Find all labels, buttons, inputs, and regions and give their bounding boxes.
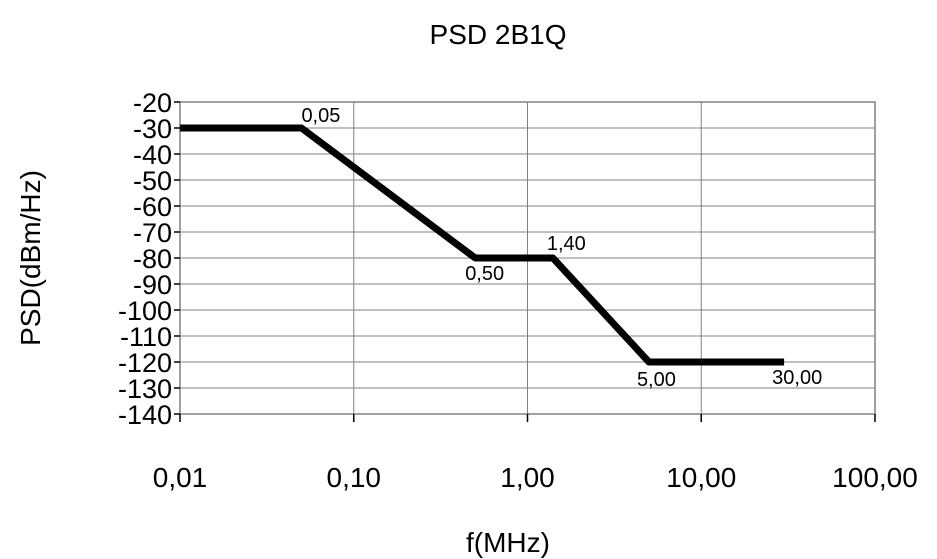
y-tick-label: -80: [133, 244, 172, 274]
x-axis-label: f(MHz): [466, 527, 550, 558]
y-tick-label: -20: [133, 88, 172, 118]
x-axis: 0,01 0,10 1,00 10,00 100,00: [153, 414, 918, 493]
y-tick-label: -90: [133, 270, 172, 300]
x-tick-label: 0,01: [153, 462, 208, 493]
x-tick-label: 100,00: [832, 462, 918, 493]
point-labels: 0,05 0,50 1,40 5,00 30,00: [301, 105, 822, 391]
series-line: [180, 124, 785, 366]
x-tick-label: 1,00: [500, 462, 555, 493]
y-tick-label: -130: [118, 374, 172, 404]
y-tick-label: -120: [118, 348, 172, 378]
y-tick-label: -50: [133, 166, 172, 196]
y-tick-label: -40: [133, 140, 172, 170]
y-tick-label: -100: [118, 296, 172, 326]
chart-title: PSD 2B1Q: [430, 19, 567, 50]
y-axis: -20-30-40-50-60-70-80-90-100-110-120-130…: [118, 88, 180, 430]
x-tick-label: 0,10: [327, 462, 382, 493]
grid: [180, 102, 875, 414]
point-label: 30,00: [772, 367, 822, 389]
y-tick-label: -70: [133, 218, 172, 248]
y-tick-label: -140: [118, 400, 172, 430]
y-tick-label: -30: [133, 114, 172, 144]
point-label: 1,40: [547, 233, 586, 255]
point-label: 0,05: [301, 105, 340, 127]
y-axis-label: PSD(dBm/Hz): [15, 170, 46, 346]
y-tick-label: -60: [133, 192, 172, 222]
point-label: 5,00: [637, 369, 676, 391]
point-label: 0,50: [465, 263, 504, 285]
y-tick-label: -110: [120, 322, 172, 352]
x-tick-label: 10,00: [666, 462, 736, 493]
